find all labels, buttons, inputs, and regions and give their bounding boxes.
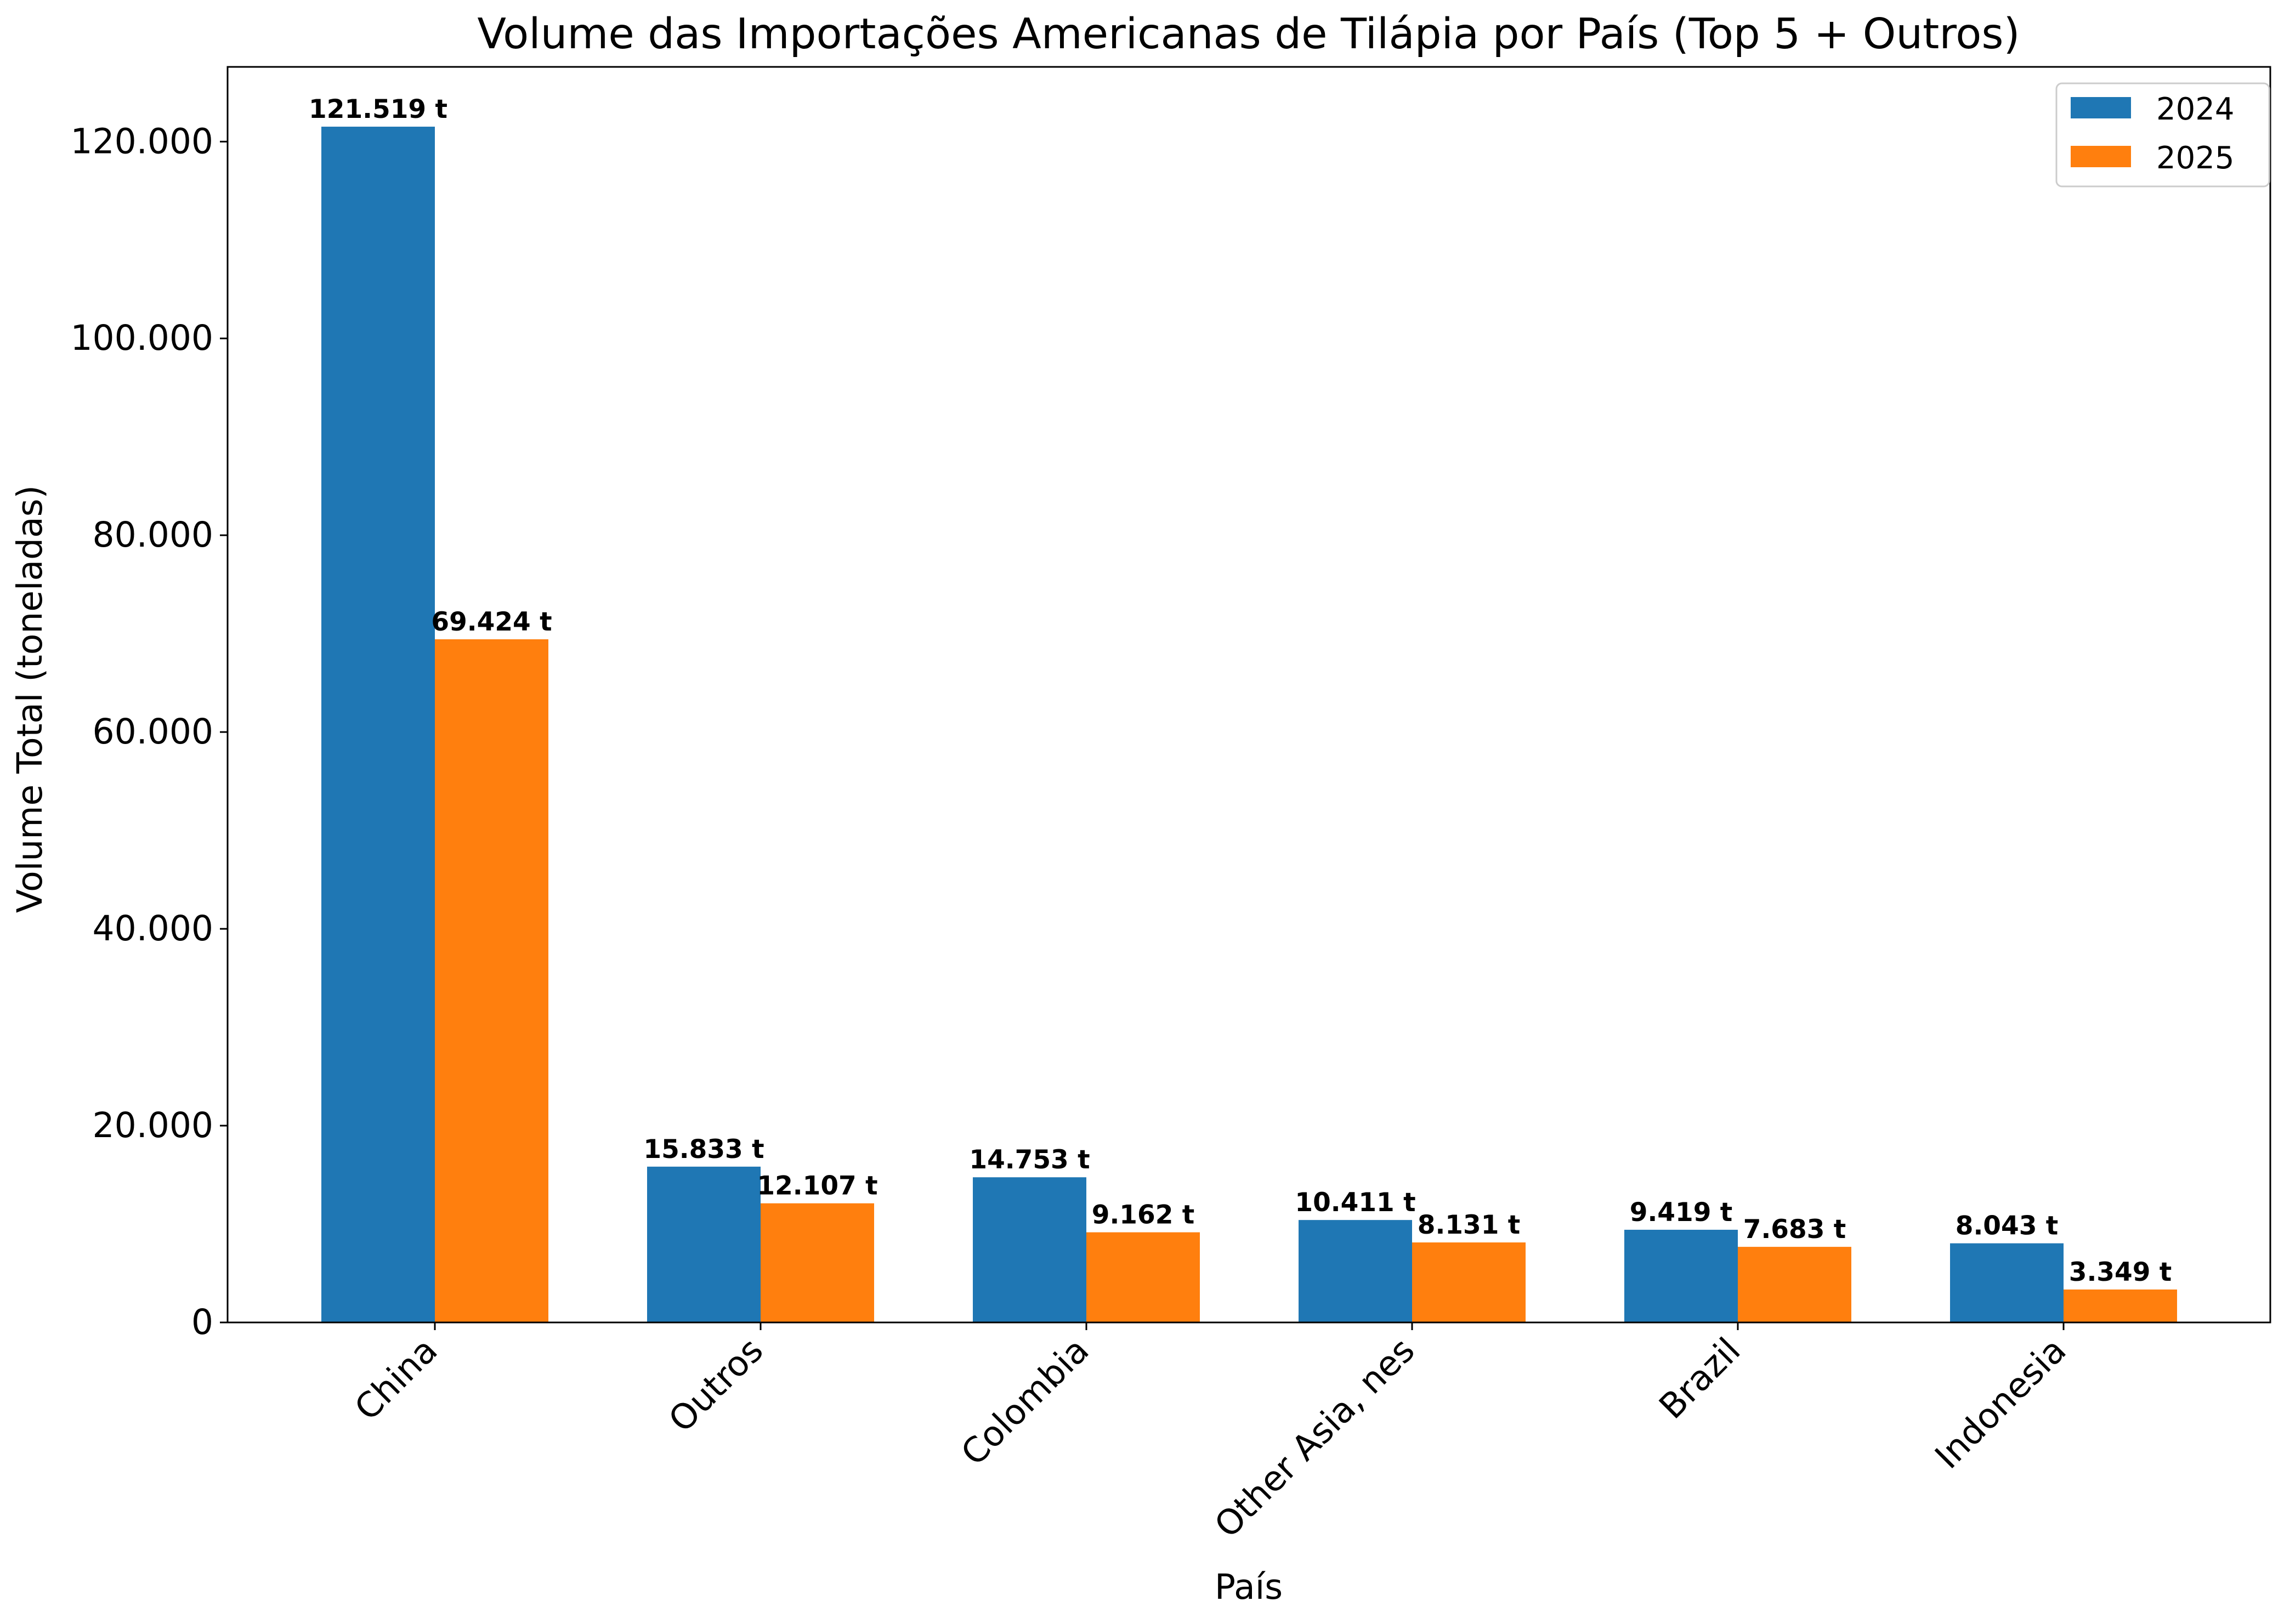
bar-value-label: 3.349 t xyxy=(2069,1257,2172,1287)
y-tick-label: 20.000 xyxy=(93,1105,213,1145)
bar-value-label: 12.107 t xyxy=(757,1171,877,1201)
legend-swatch-2025 xyxy=(2071,146,2131,167)
bar-value-label: 69.424 t xyxy=(431,607,552,637)
bar-value-label: 121.519 t xyxy=(309,94,447,124)
y-tick-label: 40.000 xyxy=(93,908,213,949)
bar-value-label: 8.043 t xyxy=(1956,1211,2059,1241)
bar-value-label: 14.753 t xyxy=(969,1145,1090,1175)
bar-2024-colombia xyxy=(973,1177,1086,1322)
y-tick-label: 100.000 xyxy=(70,318,213,358)
bar-2024-outros xyxy=(647,1167,761,1322)
chart-title: Volume das Importações Americanas de Til… xyxy=(477,10,2020,59)
legend-label-2025: 2025 xyxy=(2156,140,2235,176)
y-tick-label: 120.000 xyxy=(70,121,213,161)
x-axis-label: País xyxy=(1215,1567,1283,1607)
bar-2025-indonesia xyxy=(2064,1290,2177,1322)
bar-2025-other-asia-nes xyxy=(1412,1242,1526,1322)
bar-2025-colombia xyxy=(1086,1233,1200,1322)
legend: 2024 2025 xyxy=(2056,83,2269,186)
bar-value-label: 10.411 t xyxy=(1295,1188,1415,1218)
bar-2024-other-asia-nes xyxy=(1299,1220,1412,1322)
bar-value-label: 9.419 t xyxy=(1630,1197,1733,1228)
legend-swatch-2024 xyxy=(2071,97,2131,118)
y-axis-label: Volume Total (toneladas) xyxy=(10,485,50,913)
bar-2025-china xyxy=(435,639,548,1322)
bar-2025-brazil xyxy=(1738,1247,1851,1322)
bar-2024-brazil xyxy=(1624,1230,1738,1322)
bar-2024-indonesia xyxy=(1950,1243,2064,1322)
bar-2025-outros xyxy=(761,1203,874,1322)
y-tick-label: 60.000 xyxy=(93,712,213,752)
bar-value-label: 8.131 t xyxy=(1418,1210,1521,1240)
bar-value-label: 15.833 t xyxy=(643,1134,764,1165)
y-tick-label: 80.000 xyxy=(93,515,213,555)
bar-value-label: 9.162 t xyxy=(1092,1200,1195,1230)
bar-2024-china xyxy=(321,127,435,1322)
legend-label-2024: 2024 xyxy=(2156,92,2235,127)
y-tick-label: 0 xyxy=(191,1302,213,1342)
bar-value-label: 7.683 t xyxy=(1743,1214,1846,1245)
